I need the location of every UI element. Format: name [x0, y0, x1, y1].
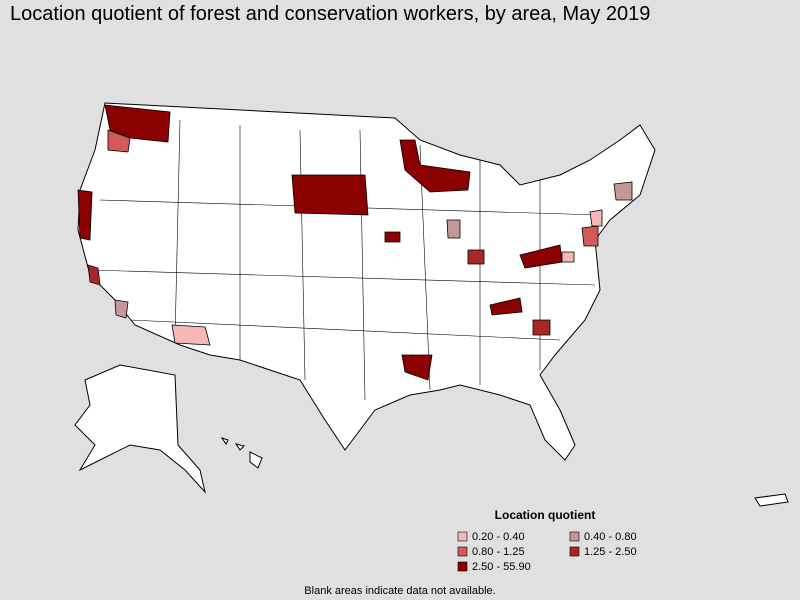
- region-indiana: [467, 249, 485, 265]
- region-nebraska: [384, 231, 401, 243]
- legend-swatch: [457, 531, 468, 542]
- map-title: Location quotient of forest and conserva…: [10, 3, 650, 25]
- region-tennessee: [489, 297, 523, 316]
- legend-title: Location quotient: [495, 508, 596, 522]
- region-virginia: [581, 225, 599, 247]
- contiguous-us: [77, 102, 656, 461]
- region-arizona: [171, 324, 211, 346]
- region-new-england: [613, 181, 633, 201]
- legend-swatch: [569, 546, 580, 557]
- map: [74, 102, 789, 507]
- regions: [77, 104, 633, 381]
- legend-label: 0.40 - 0.80: [584, 531, 637, 543]
- region-dakotas: [291, 174, 369, 216]
- legend-swatch: [569, 531, 580, 542]
- legend-label: 0.80 - 1.25: [472, 546, 525, 558]
- puerto-rico: [754, 493, 789, 507]
- region-oregon: [107, 129, 131, 153]
- footnote: Blank areas indicate data not available.: [304, 585, 495, 597]
- alaska: [74, 364, 206, 494]
- legend-swatch: [457, 546, 468, 557]
- region-upper-midwest: [399, 139, 471, 193]
- region-socal: [114, 299, 129, 319]
- hawaii: [220, 437, 263, 469]
- region-georgia: [532, 319, 551, 336]
- region-mid-atlantic: [589, 209, 603, 227]
- region-illinois: [446, 219, 461, 239]
- legend-label: 2.50 - 55.90: [472, 561, 531, 573]
- region-louisiana: [401, 354, 433, 381]
- region-ca-central: [87, 264, 101, 286]
- legend-label: 0.20 - 0.40: [472, 531, 525, 543]
- region-carolina: [561, 251, 575, 263]
- region-washington: [104, 104, 171, 143]
- legend-label: 1.25 - 2.50: [584, 546, 637, 558]
- legend-swatch: [457, 561, 468, 572]
- region-ca-coast: [77, 189, 93, 241]
- legend: Location quotient 0.20 - 0.40 0.40 - 0.80…: [457, 508, 637, 573]
